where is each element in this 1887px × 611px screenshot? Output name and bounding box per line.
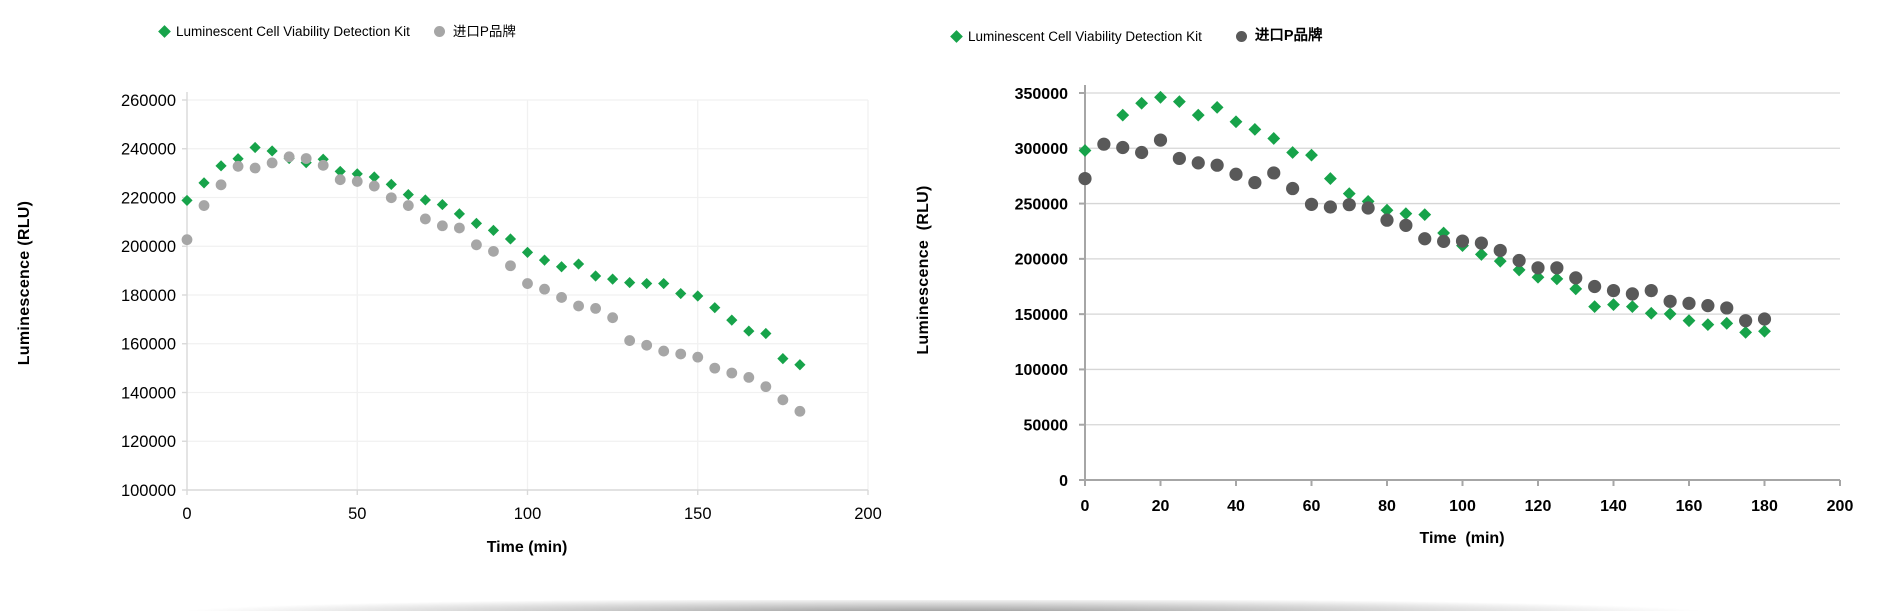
svg-text:100000: 100000 xyxy=(121,482,176,500)
svg-text:0: 0 xyxy=(1059,473,1068,490)
svg-text:140: 140 xyxy=(1600,498,1627,515)
legend-item-import-brand: 进口P品牌 xyxy=(433,24,516,39)
axes xyxy=(1084,85,1840,481)
svg-text:250000: 250000 xyxy=(1015,196,1068,213)
svg-text:80: 80 xyxy=(1378,498,1396,515)
svg-text:240000: 240000 xyxy=(121,141,176,159)
svg-text:100: 100 xyxy=(514,505,542,523)
legend-item-kit: Luminescent Cell Viability Detection Kit xyxy=(950,28,1202,44)
svg-text:150000: 150000 xyxy=(1015,307,1068,324)
right-x-axis-title: Time (min) xyxy=(1419,530,1505,547)
svg-text:100: 100 xyxy=(1449,498,1476,515)
right-y-axis-title: Luminescence (RLU) xyxy=(915,185,932,355)
circle-marker-icon xyxy=(1235,30,1247,42)
legend-label-import-brand: 进口P品牌 xyxy=(452,24,516,39)
legend-label-kit: Luminescent Cell Viability Detection Kit xyxy=(968,28,1202,44)
svg-text:220000: 220000 xyxy=(121,189,176,207)
svg-text:120000: 120000 xyxy=(121,433,176,451)
svg-text:120: 120 xyxy=(1525,498,1552,515)
legend-item-import-brand: 进口P品牌 xyxy=(1235,28,1323,44)
svg-text:260000: 260000 xyxy=(121,92,176,110)
legend-label-import-brand: 进口P品牌 xyxy=(1254,28,1323,44)
svg-text:60: 60 xyxy=(1303,498,1321,515)
diamond-marker-icon xyxy=(950,29,963,43)
svg-text:40: 40 xyxy=(1227,498,1245,515)
svg-text:200000: 200000 xyxy=(1015,252,1068,269)
legend-label-kit: Luminescent Cell Viability Detection Kit xyxy=(176,24,410,39)
right-chart-legend: Luminescent Cell Viability Detection Kit… xyxy=(950,28,1323,44)
left-x-axis-title: Time (min) xyxy=(486,539,568,556)
right-chart-plot: 0 50000 100000 150000 200000 250000 300000 3500… xyxy=(1015,85,1854,515)
tick-labels: 100000 120000 140000 160000 180000 200000 2200… xyxy=(121,92,882,523)
svg-text:50: 50 xyxy=(348,505,366,523)
svg-text:200: 200 xyxy=(1827,498,1854,515)
svg-text:0: 0 xyxy=(182,505,191,523)
tick-labels: 0 50000 100000 150000 200000 250000 300000 3500… xyxy=(1015,86,1854,515)
svg-text:350000: 350000 xyxy=(1015,86,1068,103)
svg-text:140000: 140000 xyxy=(121,384,176,402)
left-y-axis-title: Luminescence (RLU) xyxy=(16,200,33,366)
svg-text:50000: 50000 xyxy=(1024,417,1069,434)
circle-marker-icon xyxy=(433,26,445,38)
left-chart-plot: 100000 120000 140000 160000 180000 200000 2200… xyxy=(121,92,882,523)
series-import-brand xyxy=(181,151,806,417)
series-import-brand xyxy=(1078,133,1772,328)
svg-text:160000: 160000 xyxy=(121,336,176,354)
svg-text:150: 150 xyxy=(684,505,712,523)
svg-text:100000: 100000 xyxy=(1015,362,1068,379)
svg-text:180: 180 xyxy=(1751,498,1778,515)
svg-text:200: 200 xyxy=(854,505,882,523)
gridlines xyxy=(187,99,869,490)
svg-text:200000: 200000 xyxy=(121,238,176,256)
diamond-marker-icon xyxy=(158,25,171,39)
left-chart-legend: Luminescent Cell Viability Detection Kit… xyxy=(158,24,516,39)
svg-text:180000: 180000 xyxy=(121,287,176,305)
svg-text:0: 0 xyxy=(1081,498,1090,515)
legend-item-kit: Luminescent Cell Viability Detection Kit xyxy=(158,24,410,39)
svg-text:160: 160 xyxy=(1676,498,1703,515)
svg-text:20: 20 xyxy=(1152,498,1170,515)
svg-text:300000: 300000 xyxy=(1015,141,1068,158)
gridlines xyxy=(1085,92,1840,426)
